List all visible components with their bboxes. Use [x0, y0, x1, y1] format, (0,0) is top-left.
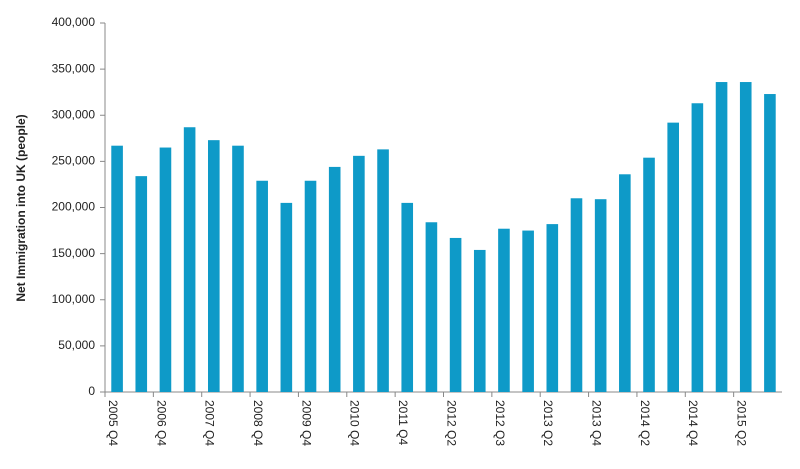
y-tick-label: 150,000	[52, 246, 96, 260]
x-tick-label: 2009 Q4	[299, 400, 313, 446]
bar	[208, 140, 220, 392]
bar	[304, 180, 317, 392]
bar	[643, 157, 655, 392]
bar	[449, 237, 462, 392]
bar	[425, 222, 438, 392]
y-tick-label: 0	[88, 384, 95, 398]
bar	[715, 82, 728, 392]
bar	[594, 199, 607, 392]
y-tick-label: 350,000	[52, 61, 96, 75]
bar	[764, 94, 776, 392]
x-tick-label: 2012 Q2	[444, 400, 458, 446]
bar	[377, 149, 389, 392]
bar	[280, 202, 293, 392]
y-tick-label: 100,000	[52, 292, 96, 306]
bar	[739, 82, 752, 392]
bar	[401, 202, 414, 392]
y-tick-label: 300,000	[52, 107, 96, 121]
bar	[232, 145, 244, 392]
bar	[691, 103, 704, 392]
bar	[111, 145, 123, 392]
x-tick-label: 2011 Q4	[396, 400, 410, 445]
bar	[522, 230, 534, 392]
x-tick-label: 2010 Q4	[348, 400, 362, 446]
x-tick-label: 2005 Q4	[106, 400, 120, 446]
bar	[353, 155, 365, 392]
x-tick-label: 2008 Q4	[251, 400, 265, 446]
x-tick-label: 2007 Q4	[203, 400, 217, 446]
y-axis-title: Net Immigration into UK (people)	[14, 114, 28, 301]
bar	[328, 166, 341, 392]
bar	[183, 127, 196, 393]
x-tick-label: 2012 Q3	[493, 400, 507, 446]
bar	[619, 174, 631, 392]
bar	[667, 122, 679, 392]
x-tick-label: 2013 Q2	[541, 400, 555, 446]
bar	[498, 228, 510, 392]
x-tick-label: 2014 Q2	[638, 400, 652, 446]
bar	[546, 224, 559, 392]
x-tick-label: 2015 Q2	[735, 400, 749, 446]
y-tick-label: 250,000	[52, 154, 96, 168]
bar	[570, 198, 583, 392]
y-tick-label: 50,000	[58, 338, 95, 352]
y-tick-label: 200,000	[52, 200, 96, 214]
x-tick-label: 2006 Q4	[154, 400, 168, 446]
y-tick-label: 400,000	[52, 15, 96, 29]
bar	[159, 147, 172, 392]
bar	[473, 249, 486, 392]
x-tick-label: 2013 Q4	[589, 400, 603, 446]
bar	[135, 176, 148, 392]
x-tick-label: 2014 Q4	[686, 400, 700, 446]
bar	[256, 180, 268, 392]
